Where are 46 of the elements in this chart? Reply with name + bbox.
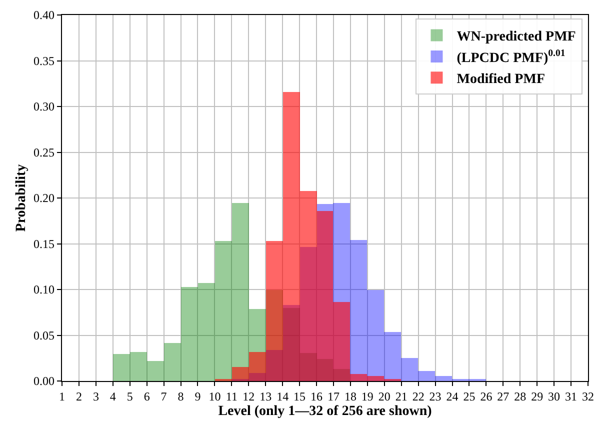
x-tick-label: 32 (582, 390, 594, 404)
x-tick-label: 2 (76, 390, 82, 404)
x-tick-label: 11 (226, 390, 238, 404)
x-tick-label: 29 (531, 390, 544, 404)
x-tick-label: 26 (480, 390, 492, 404)
legend-label: WN-predicted PMF (456, 30, 576, 45)
x-tick-label: 27 (497, 390, 510, 404)
x-tick-label: 22 (412, 390, 424, 404)
x-tick-label: 7 (160, 390, 167, 404)
y-tick-label: 0.40 (34, 8, 54, 22)
x-tick-label: 12 (242, 390, 255, 404)
x-tick-label: 21 (395, 390, 408, 404)
y-tick-label: 0.30 (34, 100, 54, 114)
x-tick-label: 5 (126, 390, 133, 404)
y-tick-label: 0.00 (34, 374, 54, 388)
y-tick-label: 0.10 (34, 282, 54, 297)
y-tick-label: 0.05 (34, 328, 54, 342)
x-tick-label: 13 (260, 390, 272, 404)
x-tick-label: 1 (59, 390, 65, 404)
x-tick-label: 25 (463, 390, 476, 404)
x-axis-title: Level (only 1—32 of 256 are shown) (218, 404, 432, 419)
y-tick-label: 0.20 (34, 191, 54, 206)
x-tick-label: 10 (208, 390, 221, 404)
x-tick-label: 6 (144, 390, 150, 404)
y-tick-label: 0.15 (34, 236, 54, 251)
x-tick-label: 18 (344, 390, 356, 404)
x-tick-label: 14 (276, 390, 289, 404)
x-tick-label: 24 (446, 390, 458, 404)
legend-label: Modified PMF (456, 72, 546, 88)
x-tick-label: 8 (178, 390, 184, 404)
x-tick-label: 31 (565, 390, 578, 404)
x-tick-label: 20 (378, 390, 390, 404)
x-tick-label: 23 (429, 390, 442, 404)
y-tick-label: 0.35 (34, 54, 54, 68)
x-tick-label: 16 (310, 390, 323, 404)
x-tick-label: 9 (194, 390, 201, 404)
x-tick-label: 28 (514, 390, 526, 404)
y-tick-label: 0.25 (34, 145, 54, 160)
x-tick-label: 3 (92, 390, 99, 404)
legend-label: (LPCDC PMF)$^{0.01}$ (456, 48, 566, 66)
x-tick-label: 30 (548, 390, 560, 404)
x-tick-label: 19 (361, 390, 374, 404)
x-tick-label: 4 (110, 390, 116, 404)
x-tick-label: 17 (327, 390, 340, 404)
x-tick-label: 15 (294, 390, 306, 404)
y-axis-title: Probability (14, 164, 30, 232)
